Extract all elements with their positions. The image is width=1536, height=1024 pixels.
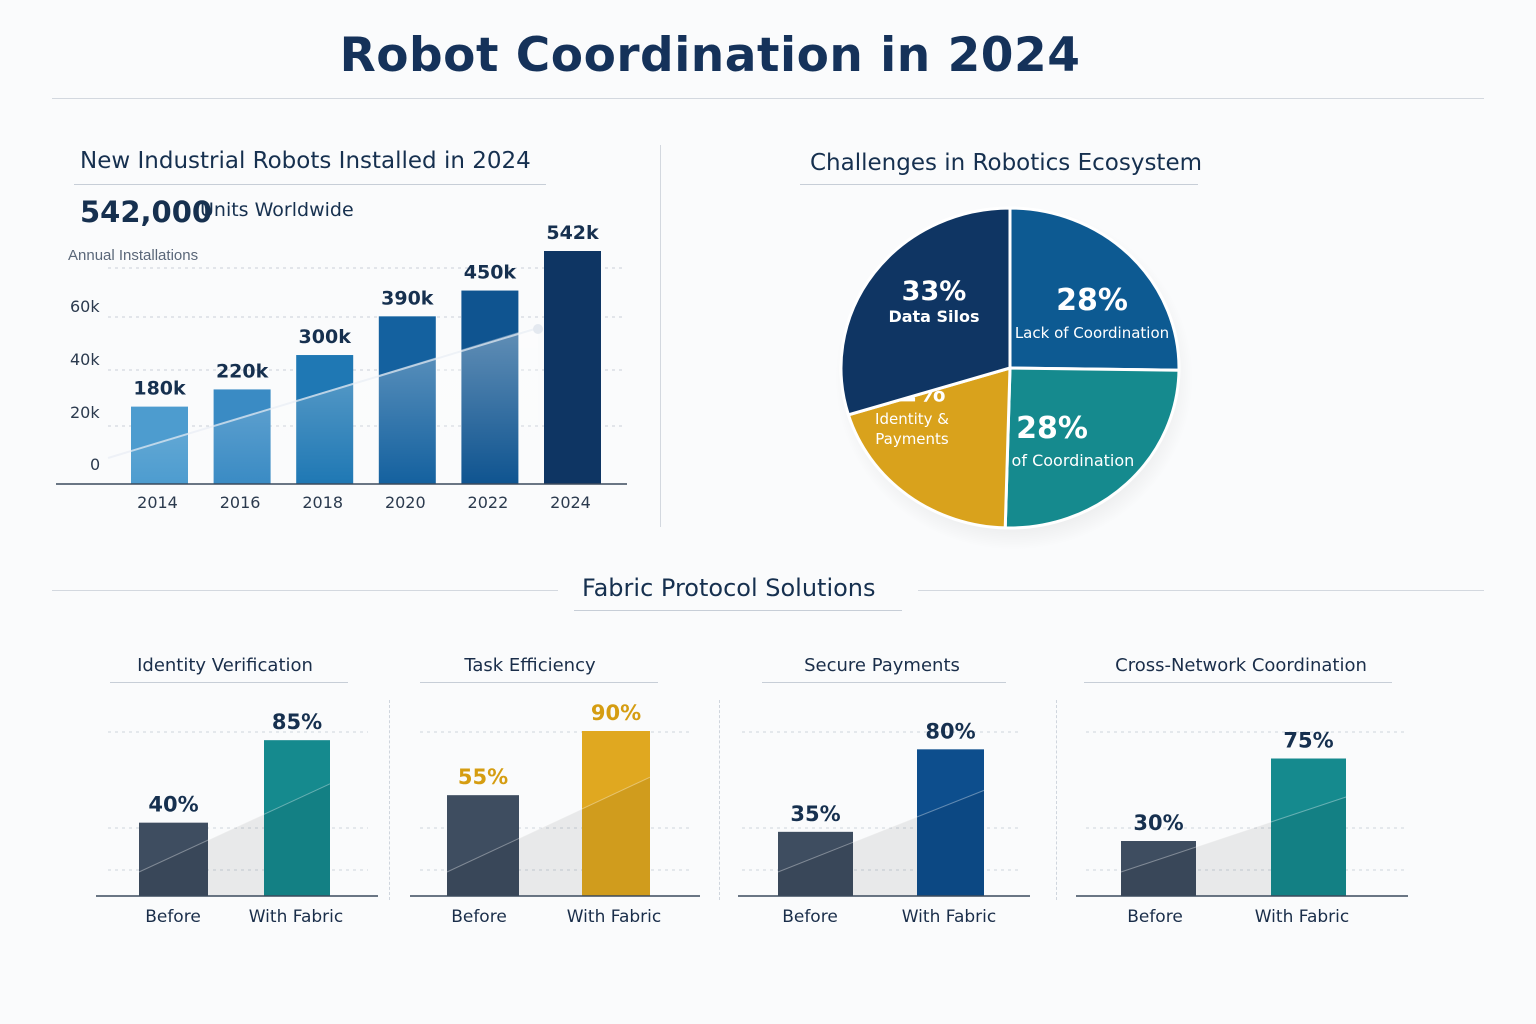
bar-value-label: 55% xyxy=(458,765,508,789)
y-axis-caption: Annual Installations xyxy=(68,247,199,264)
x-tick-label: 2022 xyxy=(468,493,509,512)
bar-with-fabric xyxy=(582,731,650,896)
x-tick-label: 2020 xyxy=(385,493,426,512)
challenges-heading: Challenges in Robotics Ecosystem xyxy=(810,150,1202,176)
bar-value-label: 450k xyxy=(464,262,517,284)
pie-name-label: Lack of Coordination xyxy=(970,451,1135,470)
x-tick-label: 2018 xyxy=(302,493,343,512)
bar-value-label: 300k xyxy=(299,326,352,348)
x-tick-label: 2014 xyxy=(137,493,178,512)
panel-identity: 40% Before 85% With Fabric xyxy=(96,710,378,927)
installs-heading-underline xyxy=(74,184,546,185)
solutions-rule-right xyxy=(918,590,1484,591)
panel-task: 55% Before 90% With Fabric xyxy=(410,701,700,927)
bar-before xyxy=(139,822,208,896)
crossnet-title-underline xyxy=(1084,682,1392,683)
bar-value-label: 30% xyxy=(1133,811,1183,835)
y-tick-label: 20k xyxy=(70,403,100,422)
trend-shade xyxy=(778,790,984,896)
bar-value-label: 90% xyxy=(591,701,641,725)
bar-value-label: 75% xyxy=(1283,729,1333,753)
bar-value-label: 220k xyxy=(216,360,269,382)
category-label: With Fabric xyxy=(902,907,997,927)
category-label: With Fabric xyxy=(567,907,662,927)
y-tick-label: 0 xyxy=(90,455,100,474)
payments-title: Secure Payments xyxy=(804,655,960,676)
panel-divider-2 xyxy=(719,700,720,900)
payments-title-underline xyxy=(762,682,1006,683)
pie-name-label: Data Silos xyxy=(888,307,979,326)
identity-title-underline xyxy=(110,682,348,683)
bar-with-fabric xyxy=(264,740,330,896)
bar-value-label: 40% xyxy=(148,793,198,817)
page-title: Robot Coordination in 2024 xyxy=(339,28,1081,83)
y-tick-label: 60k xyxy=(70,297,100,316)
bar-value-label: 85% xyxy=(272,710,322,734)
pie-slice-1 xyxy=(1003,366,1181,530)
bar-value-label: 542k xyxy=(546,222,599,244)
challenges-heading-underline xyxy=(800,184,1198,185)
panel-payments: 35% Before 80% With Fabric xyxy=(738,719,1030,927)
headline-unit: Units Worldwide xyxy=(200,199,354,221)
pie-pct-label: 28% xyxy=(1056,283,1128,318)
identity-title: Identity Verification xyxy=(137,655,313,676)
pie-pct-label: 33% xyxy=(902,276,967,307)
trend-shade xyxy=(139,783,330,896)
bar-2024 xyxy=(544,251,601,484)
panel-divider-1 xyxy=(389,700,390,900)
crossnet-title: Cross-Network Coordination xyxy=(1115,655,1367,676)
category-label: Before xyxy=(451,907,507,927)
category-label: With Fabric xyxy=(249,907,344,927)
x-tick-label: 2024 xyxy=(550,493,591,512)
category-label: Before xyxy=(145,907,201,927)
panel-crossnet: 30% Before 75% With Fabric xyxy=(1076,729,1408,927)
headline-value: 542,000 xyxy=(80,195,213,229)
title-divider xyxy=(52,98,1484,99)
task-title: Task Efficiency xyxy=(464,655,596,676)
pie-name-label-line: Identity & xyxy=(875,410,949,428)
pie-slice-2 xyxy=(846,365,1012,530)
bar-before xyxy=(1121,841,1196,896)
pie-slice-0 xyxy=(1008,206,1181,372)
section-divider-vertical xyxy=(660,145,661,527)
trend-line xyxy=(446,776,651,873)
trend-shade xyxy=(108,326,538,484)
bar-value-label: 390k xyxy=(381,287,434,309)
trend-line xyxy=(1120,796,1347,873)
bar-value-label: 80% xyxy=(925,719,975,743)
pie-name-label-line: Payments xyxy=(875,430,949,448)
trend-end-dot xyxy=(533,324,543,334)
panel-divider-3 xyxy=(1056,700,1057,900)
solutions-rule-left xyxy=(52,590,558,591)
y-tick-label: 40k xyxy=(70,350,100,369)
trend-shade xyxy=(447,777,650,896)
pie-pct-label: 28% xyxy=(1016,411,1088,446)
pie-slice-3 xyxy=(839,206,1012,417)
bar-with-fabric xyxy=(1271,758,1346,896)
bar-with-fabric xyxy=(917,749,984,896)
trend-shade xyxy=(1121,797,1346,896)
solutions-heading: Fabric Protocol Solutions xyxy=(582,574,876,602)
category-label: With Fabric xyxy=(1255,907,1350,927)
trend-line xyxy=(107,327,539,459)
x-tick-label: 2016 xyxy=(220,493,261,512)
solutions-heading-underline xyxy=(574,610,902,611)
bar-value-label: 35% xyxy=(790,802,840,826)
bar-before xyxy=(447,795,519,896)
task-title-underline xyxy=(420,682,658,683)
pie-name-label: Lack of Coordination xyxy=(1015,324,1169,342)
bar-before xyxy=(778,831,853,896)
trend-line xyxy=(138,783,331,873)
installs-heading: New Industrial Robots Installed in 2024 xyxy=(80,148,531,174)
bar-value-label: 180k xyxy=(133,378,186,400)
trend-line xyxy=(777,789,985,873)
category-label: Before xyxy=(1127,907,1183,927)
category-label: Before xyxy=(782,907,838,927)
